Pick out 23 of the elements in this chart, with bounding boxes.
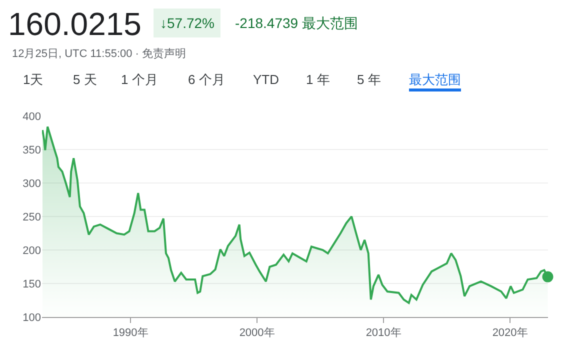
text: -218.4739 最大范围	[235, 15, 358, 31]
x-tick-label: 2020年	[492, 327, 528, 340]
text: 1 个月	[121, 72, 158, 87]
y-tick-label: 100	[22, 312, 41, 324]
text: YTD	[253, 72, 279, 87]
text: 5 天	[73, 72, 97, 87]
y-tick-label: 250	[22, 211, 41, 224]
y-tick-label: 150	[22, 278, 41, 290]
text: 6 个月	[188, 72, 225, 87]
text: 最大范围	[409, 72, 461, 87]
x-tick-label: 1990年	[112, 327, 148, 340]
y-tick-label: 300	[22, 178, 41, 190]
text: 1 年	[306, 72, 330, 87]
text: ↓57.72%	[160, 15, 214, 31]
x-tick-label: 2000年	[239, 327, 275, 340]
y-tick-label: 400	[22, 110, 41, 123]
text: 5 年	[357, 72, 381, 87]
text: 1天	[23, 72, 44, 87]
chart-subtitle: 12月25日, UTC 11:55:00 · 免责声明	[12, 47, 186, 60]
y-tick-label: 350	[22, 144, 41, 156]
x-tick-label: 2010年	[366, 327, 402, 340]
y-tick-label: 200	[22, 244, 41, 257]
chart-title: 160.0215	[8, 6, 142, 42]
